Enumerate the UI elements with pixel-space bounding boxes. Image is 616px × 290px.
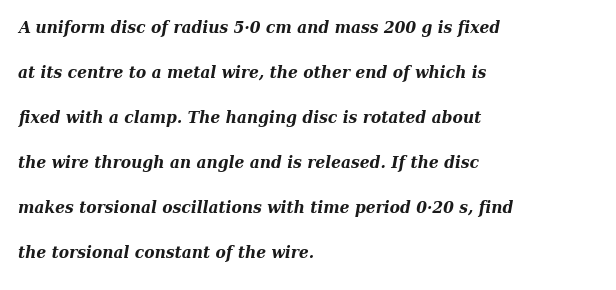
Text: at its centre to a metal wire, the other end of which is: at its centre to a metal wire, the other… bbox=[18, 65, 487, 82]
Text: A uniform disc of radius 5·0 cm and mass 200 g is fixed: A uniform disc of radius 5·0 cm and mass… bbox=[18, 20, 501, 37]
Text: the wire through an angle and is released. If the disc: the wire through an angle and is release… bbox=[18, 155, 480, 172]
Text: the torsional constant of the wire.: the torsional constant of the wire. bbox=[18, 245, 315, 262]
Text: makes torsional oscillations with time period 0·20 s, find: makes torsional oscillations with time p… bbox=[18, 200, 514, 217]
Text: fixed with a clamp. The hanging disc is rotated about: fixed with a clamp. The hanging disc is … bbox=[18, 110, 482, 127]
